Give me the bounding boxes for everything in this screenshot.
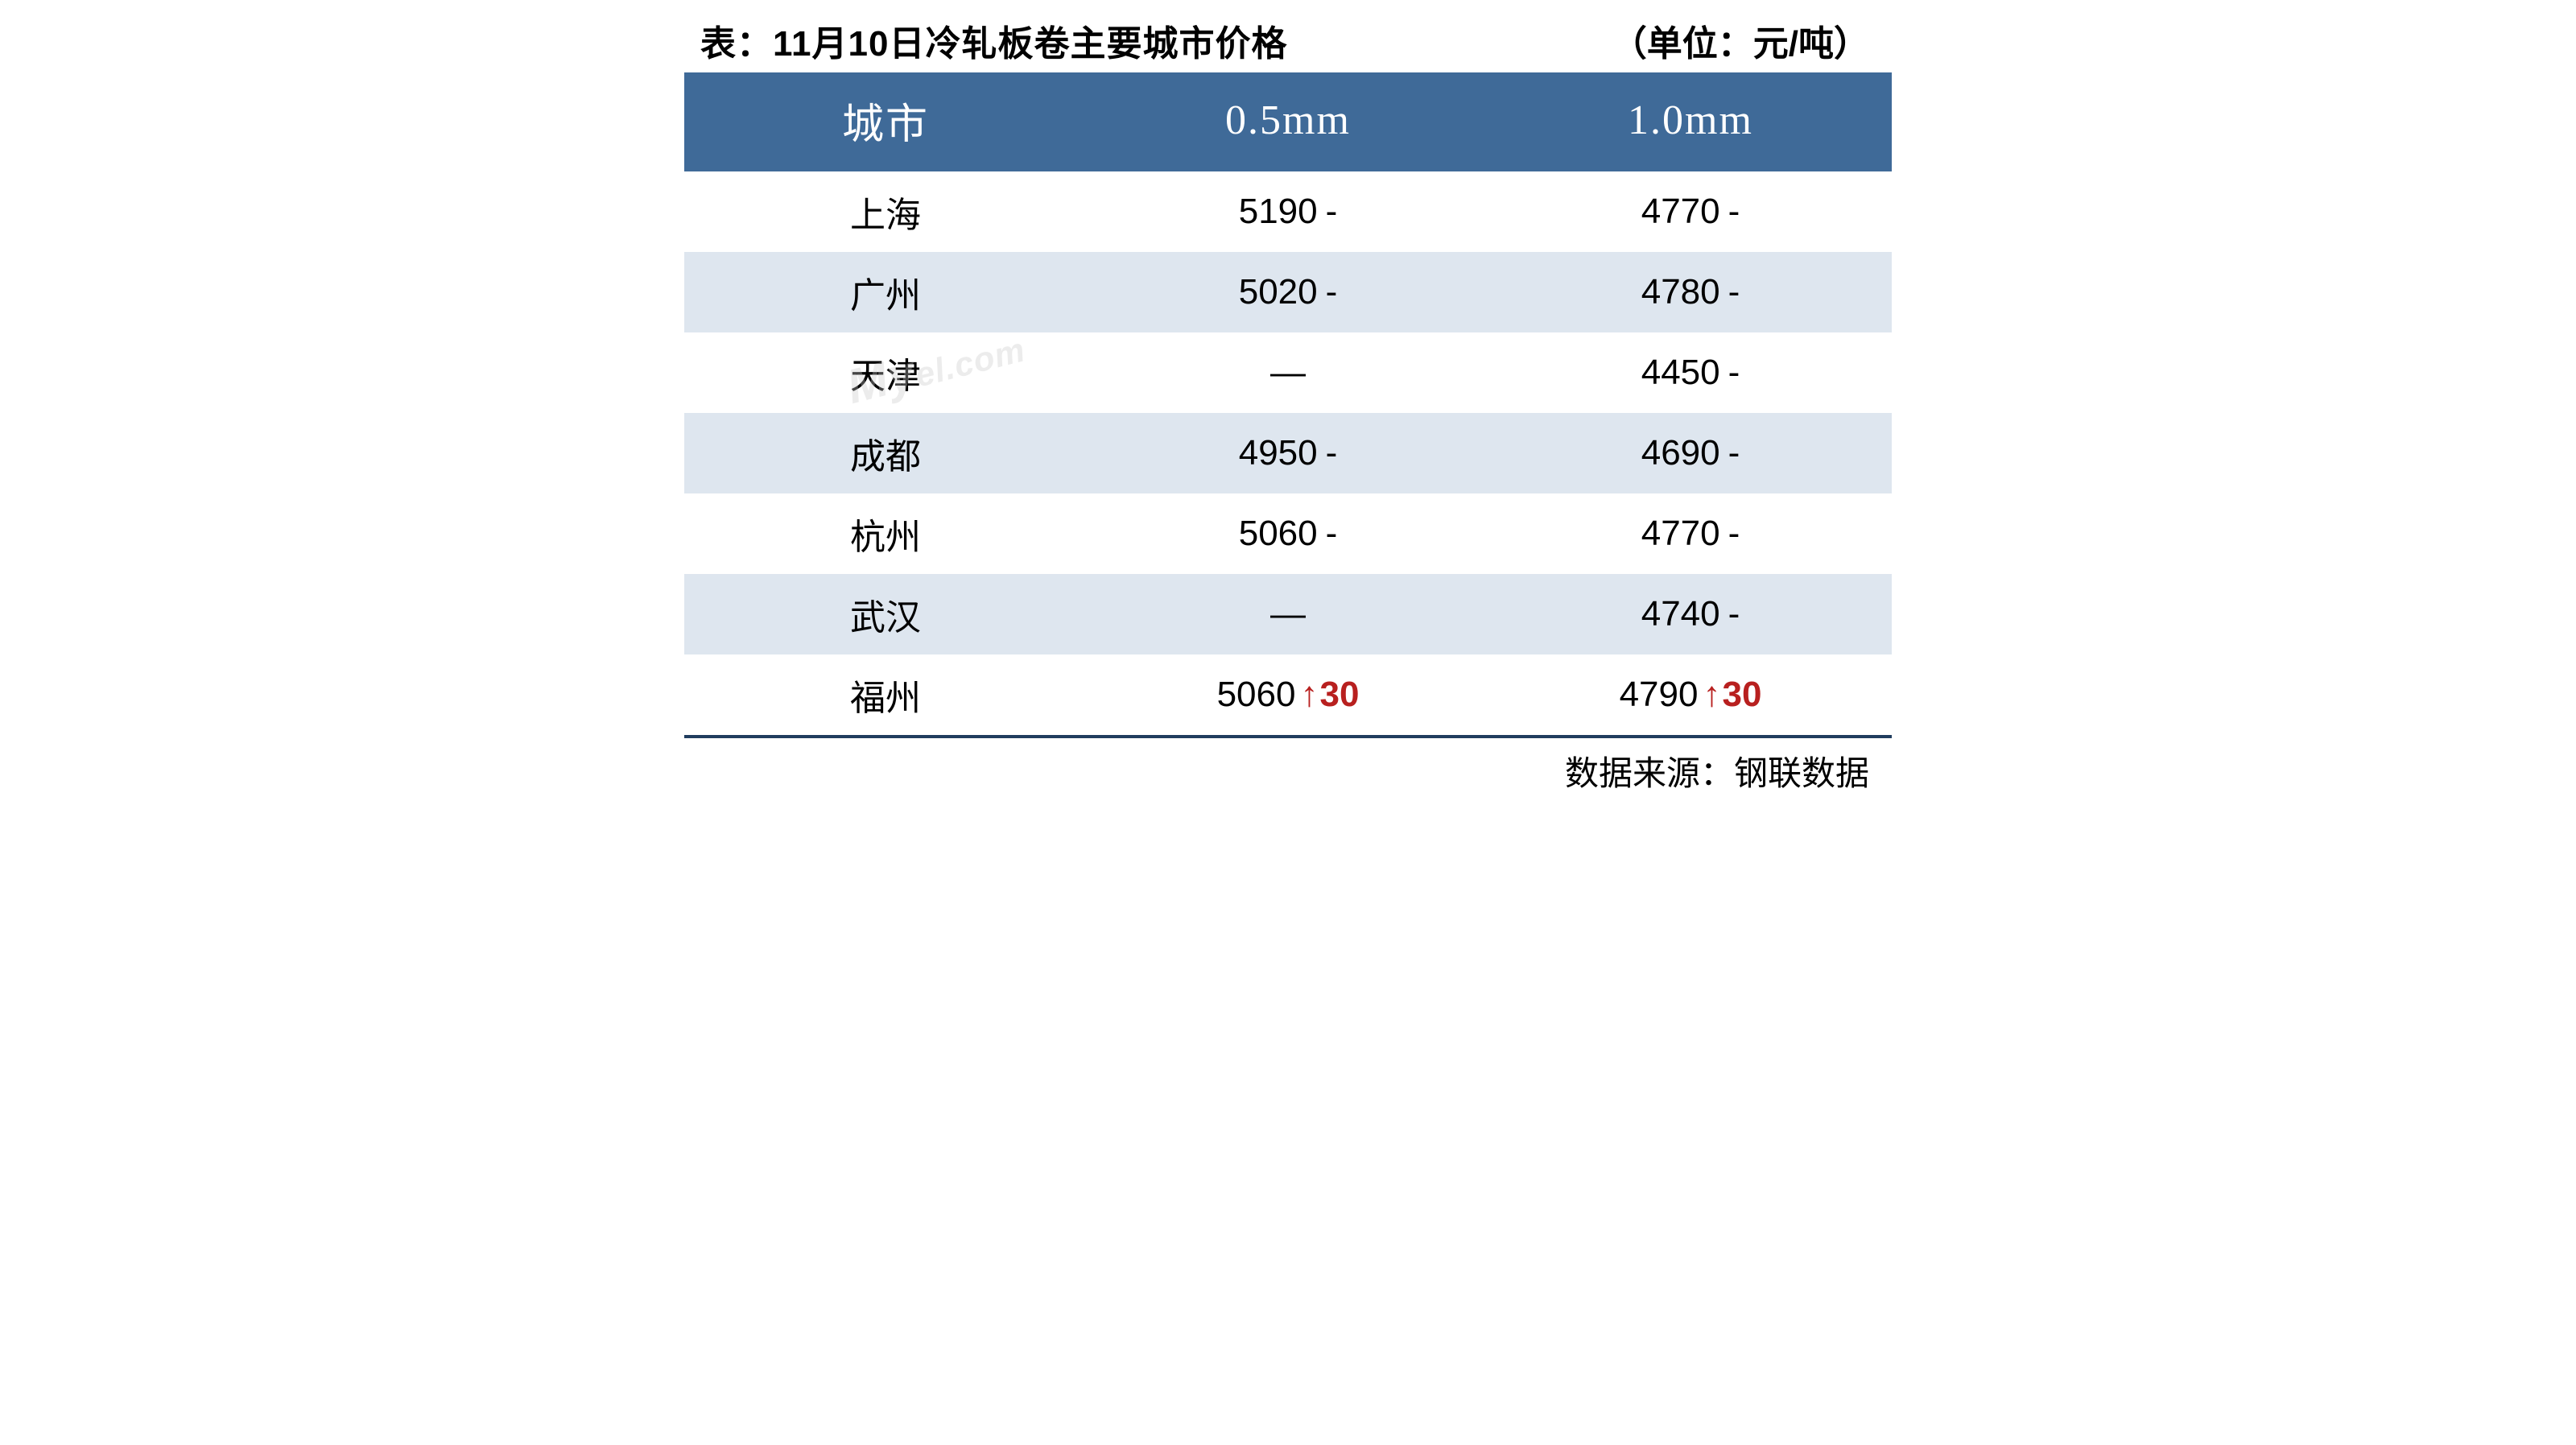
price-cell-05mm: — xyxy=(1087,332,1489,413)
price-value: 5020 xyxy=(1239,272,1318,312)
flat-indicator: - xyxy=(1720,433,1740,473)
col-header-10mm: 1.0mm xyxy=(1489,72,1892,171)
price-with-change: 5060↑30 xyxy=(1217,675,1360,715)
price-table-page: Myel.com 表：11月10日冷轧板卷主要城市价格 （单位：元/吨） 城市 … xyxy=(684,0,1892,811)
price-cell-10mm: 4690- xyxy=(1489,413,1892,493)
price-cell-10mm: 4770- xyxy=(1489,493,1892,574)
price-cell-10mm: 4770- xyxy=(1489,171,1892,252)
arrow-up-icon: ↑ xyxy=(1300,675,1319,715)
empty-value: — xyxy=(1270,353,1306,392)
price-cell-10mm: 4450- xyxy=(1489,332,1892,413)
price-table-head: 城市 0.5mm 1.0mm xyxy=(684,72,1892,171)
price-table-header-row: 城市 0.5mm 1.0mm xyxy=(684,72,1892,171)
price-flat: 4780- xyxy=(1641,272,1740,312)
table-row: 天津 — 4450- xyxy=(684,332,1892,413)
price-cell-05mm: 5060↑30 xyxy=(1087,654,1489,735)
price-flat: 5190- xyxy=(1239,192,1338,232)
city-cell: 上海 xyxy=(684,171,1087,252)
price-cell-05mm: — xyxy=(1087,574,1489,654)
price-cell-05mm: 5020- xyxy=(1087,252,1489,332)
city-cell: 天津 xyxy=(684,332,1087,413)
city-cell: 成都 xyxy=(684,413,1087,493)
flat-indicator: - xyxy=(1318,514,1338,554)
flat-indicator: - xyxy=(1720,514,1740,554)
arrow-up-icon: ↑ xyxy=(1703,675,1722,715)
price-flat: 4740- xyxy=(1641,594,1740,634)
price-flat: 4690- xyxy=(1641,433,1740,473)
price-value: 5060 xyxy=(1239,514,1318,554)
col-header-city: 城市 xyxy=(684,72,1087,171)
flat-indicator: - xyxy=(1720,272,1740,312)
price-change-amount: 30 xyxy=(1319,675,1359,715)
price-change-up: ↑30 xyxy=(1698,675,1761,715)
price-flat: 4770- xyxy=(1641,514,1740,554)
price-change-amount: 30 xyxy=(1722,675,1761,715)
price-value: 4740 xyxy=(1641,594,1720,634)
city-cell: 广州 xyxy=(684,252,1087,332)
flat-indicator: - xyxy=(1318,433,1338,473)
data-source-footer: 数据来源：钢联数据 xyxy=(684,735,1892,811)
title-row: 表：11月10日冷轧板卷主要城市价格 （单位：元/吨） xyxy=(684,0,1892,72)
price-flat: 4770- xyxy=(1641,192,1740,232)
price-value: 5190 xyxy=(1239,192,1318,232)
data-source-label: 数据来源：钢联数据 xyxy=(1565,754,1869,792)
price-cell-05mm: 5060- xyxy=(1087,493,1489,574)
price-value: 4770 xyxy=(1641,514,1720,554)
price-value: 4770 xyxy=(1641,192,1720,232)
price-change-up: ↑30 xyxy=(1295,675,1359,715)
price-cell-05mm: 5190- xyxy=(1087,171,1489,252)
flat-indicator: - xyxy=(1720,594,1740,634)
table-row: 福州5060↑304790↑30 xyxy=(684,654,1892,735)
price-cell-05mm: 4950- xyxy=(1087,413,1489,493)
flat-indicator: - xyxy=(1318,272,1338,312)
price-flat: 5060- xyxy=(1239,514,1338,554)
price-flat: 5020- xyxy=(1239,272,1338,312)
price-value: 4690 xyxy=(1641,433,1720,473)
table-row: 武汉 — 4740- xyxy=(684,574,1892,654)
price-value: 4790 xyxy=(1620,675,1699,715)
city-cell: 杭州 xyxy=(684,493,1087,574)
price-table-body: 上海5190-4770-广州5020-4780-天津—4450-成都4950-4… xyxy=(684,171,1892,735)
price-value: 4780 xyxy=(1641,272,1720,312)
price-value: 4450 xyxy=(1641,353,1720,393)
page-title: 表：11月10日冷轧板卷主要城市价格 xyxy=(700,14,1287,66)
page-unit-label: （单位：元/吨） xyxy=(1612,14,1869,66)
price-cell-10mm: 4780- xyxy=(1489,252,1892,332)
empty-value: — xyxy=(1270,594,1306,634)
price-value: 4950 xyxy=(1239,433,1318,473)
price-flat: 4950- xyxy=(1239,433,1338,473)
table-row: 杭州5060-4770- xyxy=(684,493,1892,574)
price-table: 城市 0.5mm 1.0mm 上海5190-4770-广州5020-4780-天… xyxy=(684,72,1892,735)
city-cell: 福州 xyxy=(684,654,1087,735)
price-flat: 4450- xyxy=(1641,353,1740,393)
flat-indicator: - xyxy=(1720,192,1740,232)
table-row: 广州5020-4780- xyxy=(684,252,1892,332)
col-header-05mm: 0.5mm xyxy=(1087,72,1489,171)
price-cell-10mm: 4790↑30 xyxy=(1489,654,1892,735)
price-cell-10mm: 4740- xyxy=(1489,574,1892,654)
price-value: 5060 xyxy=(1217,675,1296,715)
flat-indicator: - xyxy=(1720,353,1740,393)
price-with-change: 4790↑30 xyxy=(1620,675,1762,715)
table-row: 上海5190-4770- xyxy=(684,171,1892,252)
city-cell: 武汉 xyxy=(684,574,1087,654)
flat-indicator: - xyxy=(1318,192,1338,232)
table-row: 成都4950-4690- xyxy=(684,413,1892,493)
